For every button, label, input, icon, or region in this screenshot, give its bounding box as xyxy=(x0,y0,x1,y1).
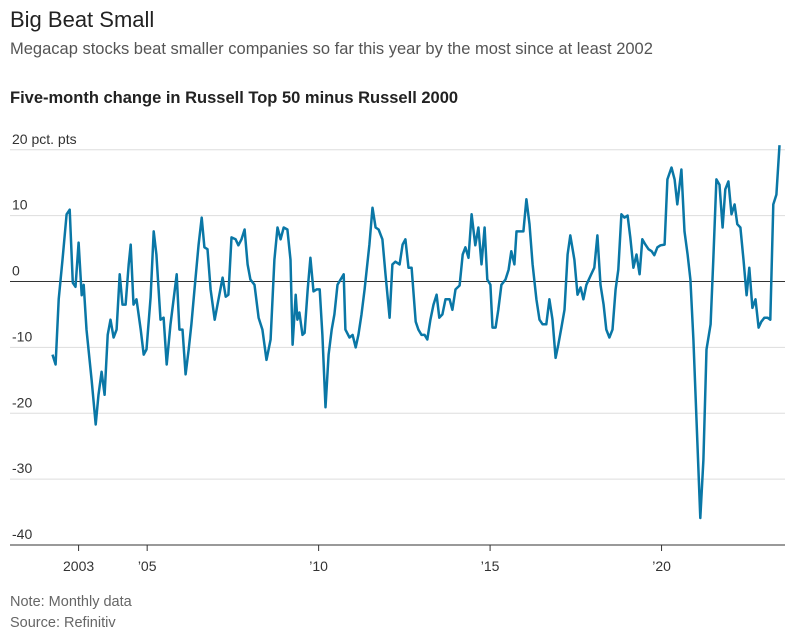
x-tick-label: 2003 xyxy=(63,558,94,574)
y-tick-label: 10 xyxy=(12,197,28,213)
y-tick-label: -30 xyxy=(12,460,32,476)
note: Note: Monthly data xyxy=(10,594,133,610)
y-tick-label: -10 xyxy=(12,328,32,344)
y-tick-label: -20 xyxy=(12,394,32,410)
source: Source: Refinitiv xyxy=(10,615,116,631)
x-tick-label: ’15 xyxy=(481,558,500,574)
x-tick-label: ’20 xyxy=(652,558,671,574)
x-tick-label: ’10 xyxy=(309,558,328,574)
x-tick-label: ’05 xyxy=(138,558,157,574)
y-tick-label: -40 xyxy=(12,526,32,542)
data-line xyxy=(51,145,781,520)
chart-subtitle: Megacap stocks beat smaller companies so… xyxy=(10,40,653,58)
plot-title: Five-month change in Russell Top 50 minu… xyxy=(10,89,458,107)
chart-title: Big Beat Small xyxy=(10,7,154,32)
y-tick-label: 0 xyxy=(12,263,20,279)
y-tick-label: 20 pct. pts xyxy=(12,131,77,147)
